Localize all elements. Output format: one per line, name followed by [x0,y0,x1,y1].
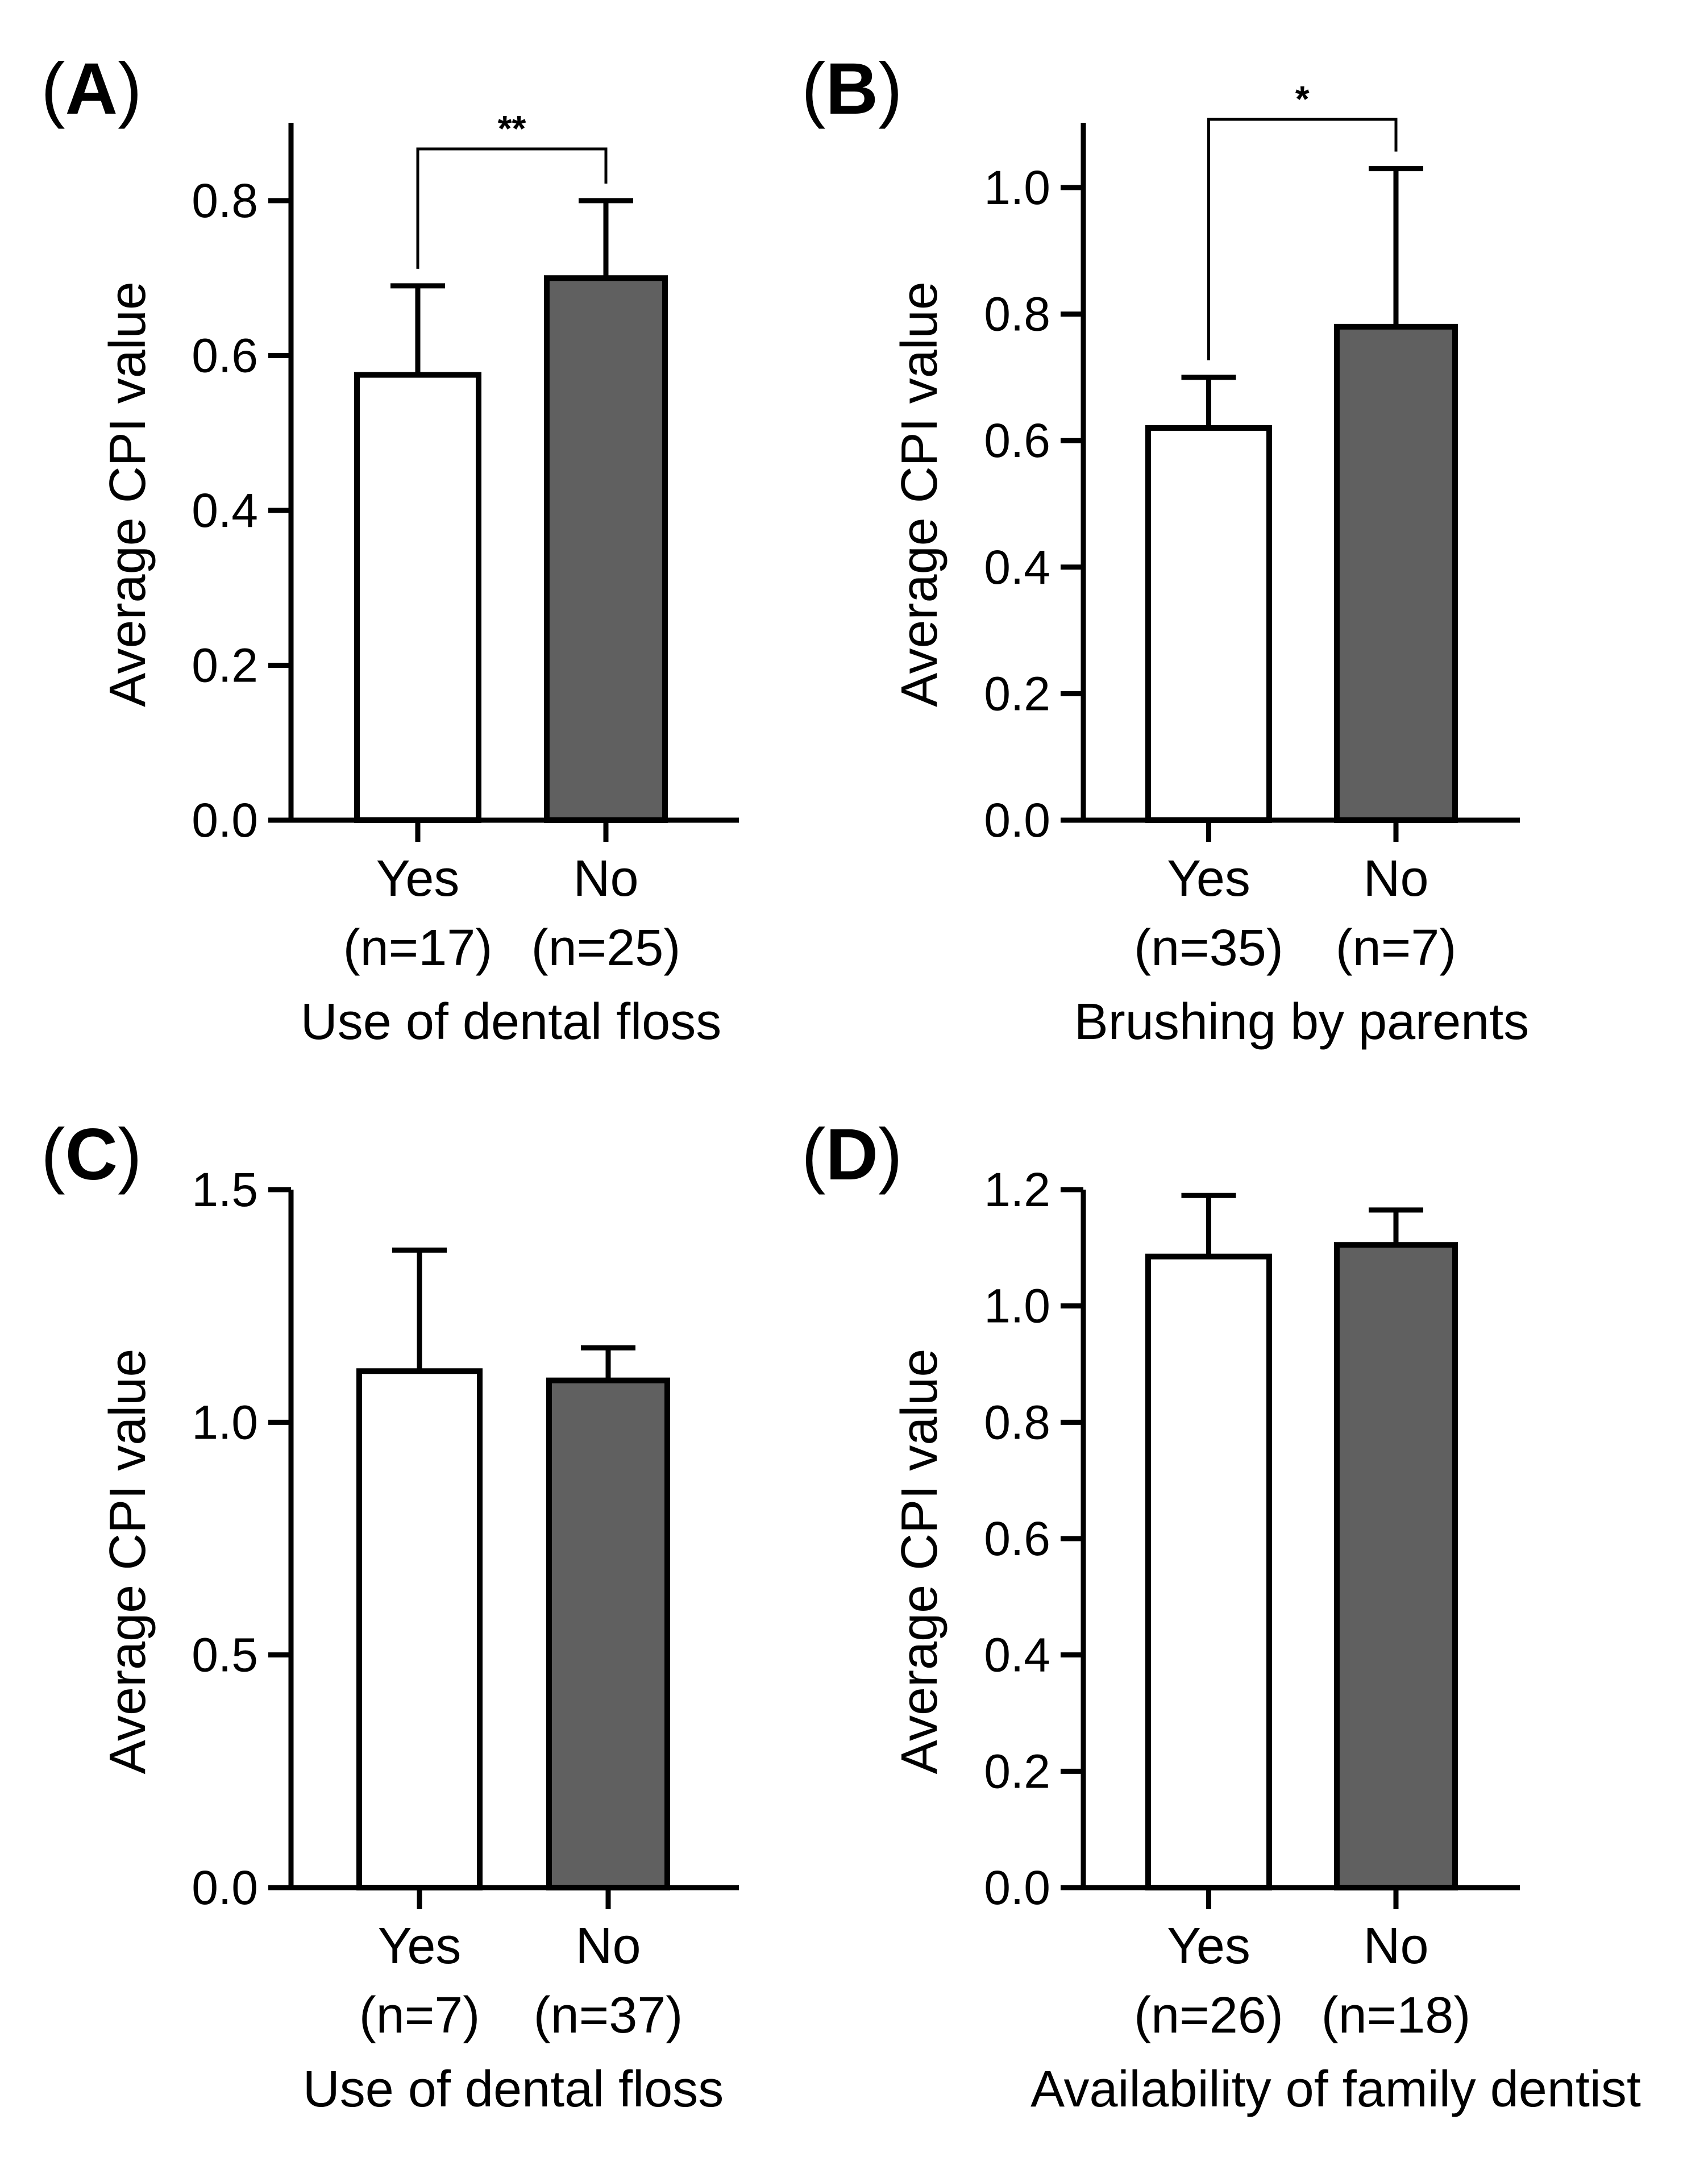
category-label-no: No [1363,1918,1428,1975]
n-label-no: (n=25) [531,920,681,976]
x-axis-title: Availability of family dentist [1030,2061,1641,2118]
y-tick-label: 0.0 [984,1861,1050,1914]
x-axis-title: Use of dental floss [301,994,721,1050]
n-label-yes: (n=35) [1134,920,1283,976]
bar-yes [1145,425,1272,823]
y-tick-label: 1.0 [192,1395,258,1449]
y-tick-label: 1.5 [192,1163,258,1216]
category-label-no: No [575,1918,641,1975]
n-label-yes: (n=26) [1134,1987,1283,2044]
y-tick-label: 0.2 [984,667,1050,720]
panel-b: (B) 0.0 0.2 0.4 0.6 0.8 1.0 Average CPI value Ye… [801,48,1529,1050]
y-tick-label: 0.4 [984,1628,1050,1682]
y-tick-label: 0.4 [984,541,1050,594]
y-tick-label: 0.8 [984,288,1050,341]
y-tick-label: 0.2 [192,639,258,692]
x-axis-title: Use of dental floss [303,2061,724,2118]
bar-no [1334,323,1458,823]
n-label-yes: (n=17) [343,920,493,976]
y-tick-label: 1.2 [984,1163,1050,1216]
significance-bracket [1207,118,1398,360]
significance-label: ** [498,108,526,149]
category-label-no: No [573,850,638,907]
y-tick-label: 0.2 [984,1744,1050,1798]
panel-c: (C) 0.0 0.5 1.0 1.5 Average CPI value Yes (n=7)… [41,1114,739,2118]
y-tick-label: 0.8 [192,174,258,227]
y-tick-label: 0.0 [192,793,258,847]
y-tick-label: 1.0 [984,161,1050,214]
y-tick-label: 0.0 [192,1861,258,1914]
y-tick-label: 0.4 [192,484,258,537]
category-label-yes: Yes [378,1918,462,1975]
y-tick-label: 0.6 [984,414,1050,467]
y-tick-label: 0.6 [192,329,258,383]
significance-bracket [416,147,608,269]
panel-letter-a: (A) [41,48,142,130]
bar-no [544,275,668,823]
category-label-yes: Yes [376,850,460,907]
y-axis-title: Average CPI value [891,281,948,707]
x-axis-title: Brushing by parents [1074,994,1529,1050]
y-tick-label: 0.6 [984,1512,1050,1565]
panel-letter-d: (D) [801,1114,903,1195]
y-axis-title: Average CPI value [99,281,156,707]
y-tick-label: 0.5 [192,1628,258,1682]
significance-label: * [1295,78,1310,119]
panel-a: (A) 0.0 0.2 0.4 0.6 0.8 Average CPI value Yes (n… [41,48,739,1050]
n-label-no: (n=18) [1321,1987,1471,2044]
category-label-yes: Yes [1167,850,1250,907]
bar-no [1334,1242,1458,1890]
n-label-no: (n=7) [1336,920,1457,976]
bar-yes [354,372,481,823]
bar-no [546,1377,670,1890]
y-tick-label: 0.8 [984,1395,1050,1449]
bar-yes [356,1368,483,1890]
n-label-no: (n=37) [534,1987,683,2044]
y-tick-label: 0.0 [984,793,1050,847]
panel-d: (D) 0.0 0.2 0.4 0.6 0.8 1.0 1.2 Average CPI valu… [801,1114,1641,2118]
category-label-yes: Yes [1167,1918,1250,1975]
n-label-yes: (n=7) [359,1987,480,2044]
y-axis-title: Average CPI value [99,1349,156,1774]
bar-yes [1145,1253,1272,1890]
panel-letter-b: (B) [801,48,903,130]
y-axis-title: Average CPI value [891,1349,948,1774]
category-label-no: No [1363,850,1428,907]
y-tick-label: 1.0 [984,1279,1050,1333]
panel-letter-c: (C) [41,1114,142,1195]
